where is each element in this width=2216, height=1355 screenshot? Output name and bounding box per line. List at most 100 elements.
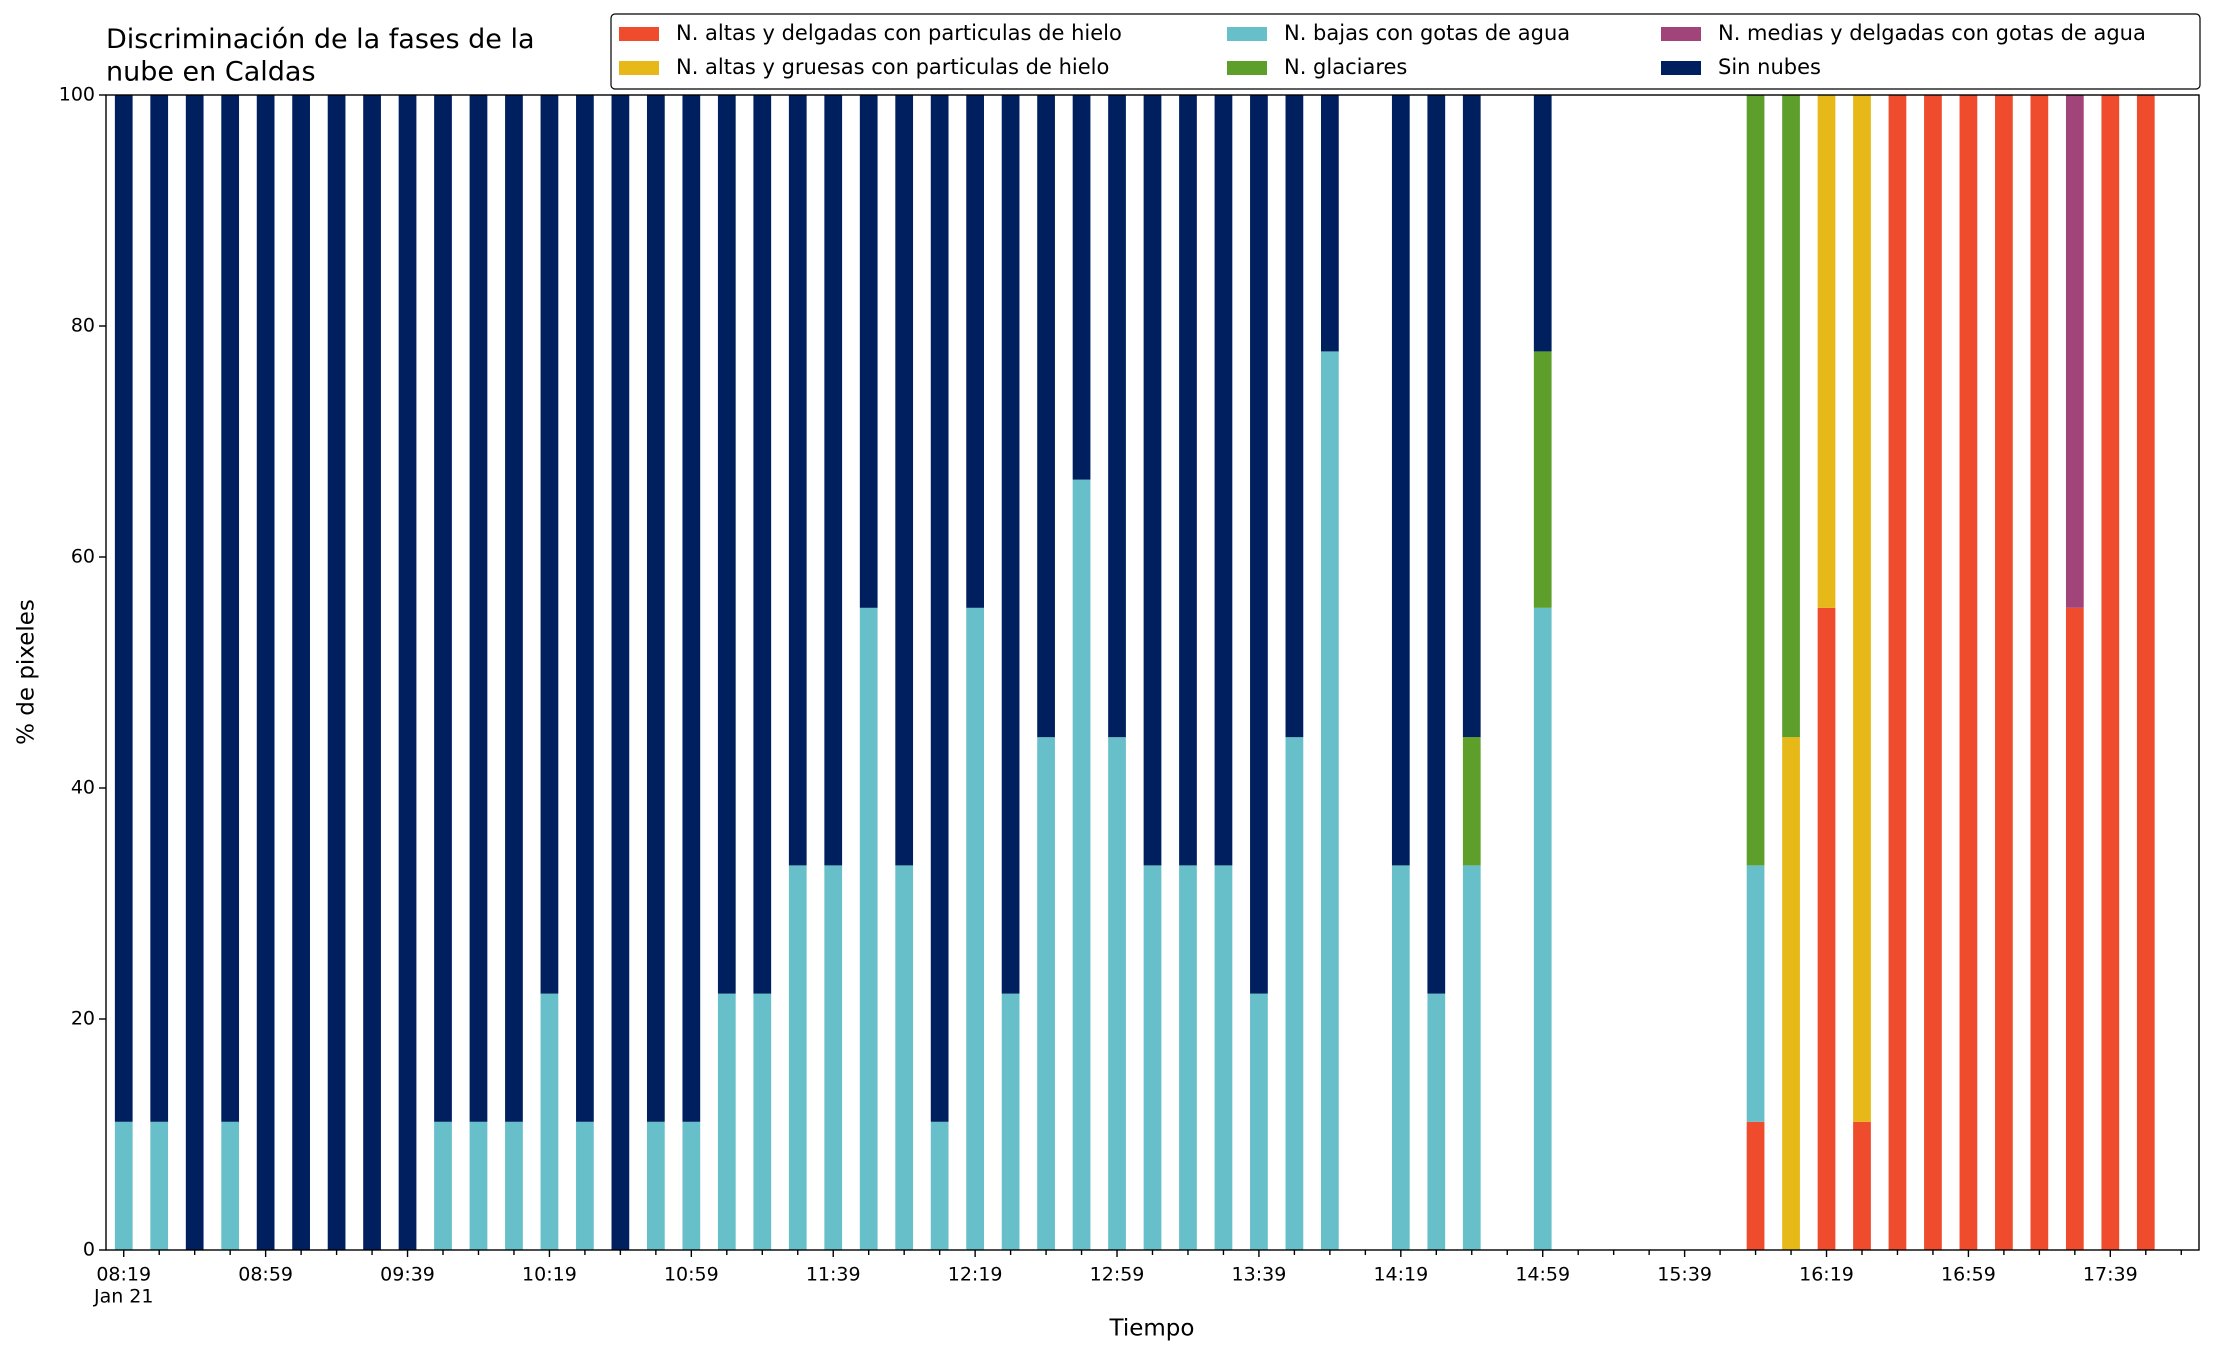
- bar-segment: [1321, 351, 1339, 1250]
- plot-frame: [105, 94, 2200, 1251]
- bar-segment: [540, 993, 559, 1250]
- legend: N. altas y delgadas con particulas de hi…: [610, 13, 2201, 90]
- x-date-label: Jan 21: [93, 1286, 154, 1308]
- bar-segment: [1746, 865, 1765, 1122]
- bar-segment: [292, 95, 310, 1250]
- bar-segment: [150, 95, 169, 1122]
- bar-segment: [114, 1121, 133, 1250]
- bar-segment: [1179, 95, 1197, 866]
- x-tick-label: 08:59: [238, 1264, 293, 1286]
- bar-segment: [1179, 865, 1197, 1250]
- bar-segment: [788, 865, 807, 1250]
- bar-segment: [966, 607, 984, 1250]
- bar-segment: [1001, 95, 1020, 994]
- x-axis-label: Tiempo: [1109, 1316, 1195, 1342]
- bar-segment: [1888, 95, 1907, 1250]
- x-tick-label: 15:39: [1657, 1264, 1712, 1286]
- bar-segment: [1037, 95, 1055, 738]
- bar-segment: [824, 95, 843, 866]
- bar-segment: [1462, 737, 1481, 866]
- bar-segment: [2030, 95, 2049, 1250]
- legend-label: N. altas y gruesas con particulas de hie…: [676, 55, 1109, 79]
- bar-segment: [1817, 95, 1836, 608]
- bar-segment: [576, 95, 594, 1122]
- x-tick-label: 12:19: [948, 1264, 1003, 1286]
- bar-segment: [1817, 607, 1836, 1250]
- bar-segment: [824, 865, 843, 1250]
- bar-segment: [930, 1121, 949, 1250]
- bar-segment: [859, 95, 878, 608]
- bar-segment: [1285, 737, 1304, 1250]
- bar-segment: [1214, 95, 1233, 866]
- bar-segment: [327, 95, 346, 1250]
- bar-segment: [611, 95, 630, 1250]
- legend-swatch: [619, 27, 659, 41]
- bar-segment: [1108, 95, 1126, 738]
- bar-segment: [646, 95, 665, 1122]
- bar-segment: [221, 95, 240, 1122]
- chart-title: Discriminación de la fases de la nube en …: [106, 24, 535, 87]
- bar-segment: [363, 95, 381, 1250]
- legend-box: [610, 13, 2201, 90]
- bar-segment: [1995, 95, 2013, 1250]
- bar-segment: [646, 1121, 665, 1250]
- bar-segment: [895, 865, 914, 1250]
- x-tick-label: 11:39: [806, 1264, 861, 1286]
- legend-swatch: [1661, 61, 1701, 75]
- bar-segment: [682, 95, 701, 1122]
- bar-segment: [1321, 95, 1339, 352]
- bar-segment: [1391, 95, 1410, 866]
- bar-segment: [717, 95, 736, 994]
- y-tick-label: 60: [71, 546, 95, 568]
- bar-segment: [221, 1121, 240, 1250]
- x-tick-label: 10:59: [664, 1264, 719, 1286]
- bar-segment: [2136, 95, 2155, 1250]
- bar-segment: [1072, 479, 1091, 1250]
- bar-segment: [788, 95, 807, 866]
- bar-segment: [2065, 607, 2084, 1250]
- legend-label: Sin nubes: [1718, 55, 1821, 79]
- bar-segment: [1853, 95, 1871, 1122]
- bar-segment: [114, 95, 133, 1122]
- bar-segment: [1959, 95, 1978, 1250]
- x-tick-label: 10:19: [522, 1264, 577, 1286]
- bar-segment: [966, 95, 984, 608]
- bar-segment: [2101, 95, 2120, 1250]
- bar-segment: [1924, 95, 1942, 1250]
- bar-segment: [1533, 351, 1552, 608]
- bar-segment: [1250, 993, 1268, 1250]
- bar-segment: [505, 1121, 523, 1250]
- legend-label: N. glaciares: [1284, 55, 1407, 79]
- bar-segment: [505, 95, 523, 1122]
- bar-segment: [1072, 95, 1091, 480]
- bar-segment: [1143, 95, 1162, 866]
- x-tick-label: 12:59: [1090, 1264, 1145, 1286]
- bar-segment: [1782, 95, 1800, 738]
- bar-segment: [753, 993, 772, 1250]
- bar-segment: [1214, 865, 1233, 1250]
- legend-label: N. altas y delgadas con particulas de hi…: [676, 21, 1122, 45]
- x-tick-label: 08:19: [96, 1264, 151, 1286]
- bar-segment: [540, 95, 559, 994]
- x-tick-label: 16:59: [1941, 1264, 1996, 1286]
- y-tick-label: 80: [71, 315, 95, 337]
- legend-label: N. medias y delgadas con gotas de agua: [1718, 21, 2146, 45]
- bar-segment: [930, 95, 949, 1122]
- bar-segment: [1250, 95, 1268, 994]
- x-tick-label: 13:39: [1232, 1264, 1287, 1286]
- bar-segment: [682, 1121, 701, 1250]
- bar-segment: [859, 607, 878, 1250]
- bar-segment: [1427, 95, 1446, 994]
- y-tick-label: 20: [71, 1008, 95, 1030]
- bar-segment: [753, 95, 772, 994]
- bar-segment: [1462, 95, 1481, 738]
- bar-segment: [1285, 95, 1304, 738]
- bar-segment: [1746, 1121, 1765, 1250]
- bar-segment: [1533, 607, 1552, 1250]
- bar-segment: [2065, 95, 2084, 608]
- bar-segment: [1427, 993, 1446, 1250]
- bar-segment: [469, 1121, 488, 1250]
- bar-segment: [185, 95, 204, 1250]
- x-tick-label: 14:59: [1515, 1264, 1570, 1286]
- bar-segment: [895, 95, 914, 866]
